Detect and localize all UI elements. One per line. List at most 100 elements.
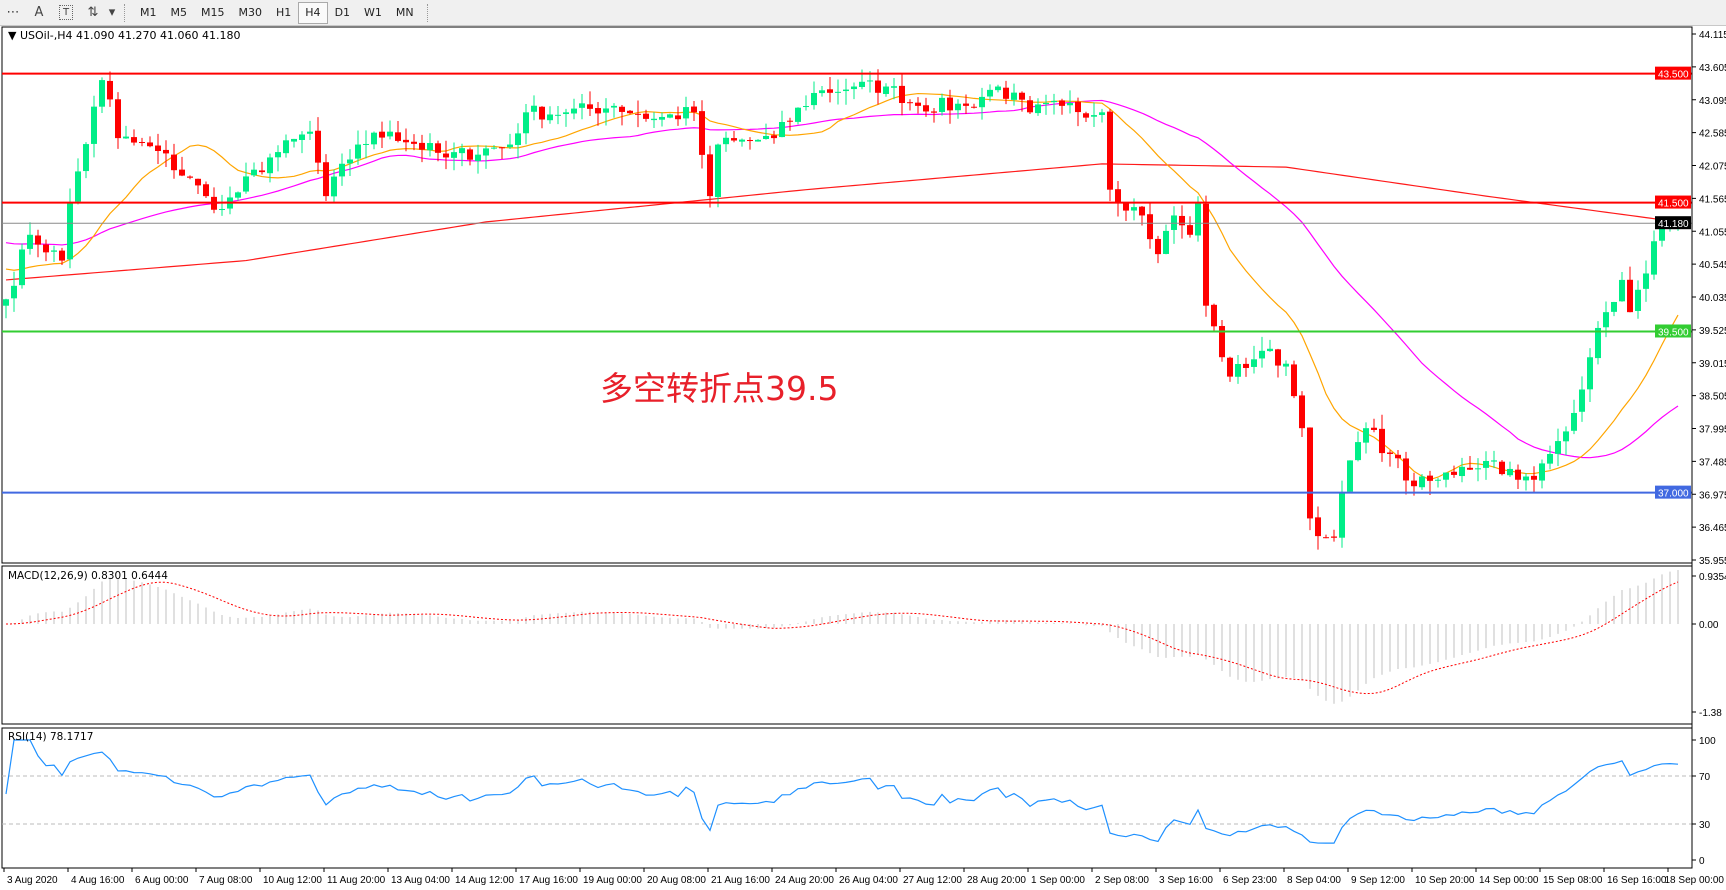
time-tick-label: 3 Sep 16:00 bbox=[1159, 875, 1213, 886]
candle-body bbox=[1379, 428, 1385, 454]
candle-body bbox=[1115, 189, 1121, 203]
candle-body bbox=[1187, 225, 1193, 235]
candle-body bbox=[787, 120, 793, 122]
level-price-badge bbox=[1655, 66, 1691, 80]
timeframe-m1[interactable]: M1 bbox=[140, 5, 157, 19]
candle-body bbox=[1251, 359, 1257, 367]
candle-body bbox=[1131, 207, 1137, 211]
candle-body bbox=[1491, 460, 1497, 462]
candle-body bbox=[1107, 111, 1113, 190]
candle-body bbox=[539, 106, 545, 120]
timeframe-m30[interactable]: M30 bbox=[238, 5, 263, 19]
time-tick-label: 10 Aug 12:00 bbox=[263, 875, 322, 886]
candle-body bbox=[1139, 206, 1145, 216]
time-tick-label: 2 Sep 08:00 bbox=[1095, 875, 1149, 886]
level-price-label: 37.000 bbox=[1658, 489, 1689, 500]
level-price-label: 41.500 bbox=[1658, 199, 1689, 210]
timeframe-mn[interactable]: MN bbox=[395, 5, 414, 19]
chevron-down-icon[interactable]: ▾ bbox=[108, 5, 116, 20]
candle-body bbox=[955, 103, 961, 111]
candle-body bbox=[603, 108, 609, 113]
price-tick-label: 42.075 bbox=[1699, 162, 1726, 173]
candle-body bbox=[939, 97, 945, 112]
candle-body bbox=[555, 114, 561, 116]
timeframe-h4[interactable]: H4 bbox=[298, 1, 328, 24]
candle-body bbox=[547, 114, 553, 121]
candle-body bbox=[1203, 203, 1209, 306]
candle-body bbox=[1371, 427, 1377, 430]
candle-body bbox=[691, 106, 697, 113]
candle-body bbox=[1235, 364, 1241, 377]
time-tick-label: 21 Aug 16:00 bbox=[711, 875, 770, 886]
candle-body bbox=[1219, 326, 1225, 358]
candle-body bbox=[891, 86, 897, 88]
timeframe-w1[interactable]: W1 bbox=[364, 5, 382, 19]
candle-body bbox=[259, 170, 265, 173]
arrows-icon[interactable]: ⇅ bbox=[87, 5, 99, 20]
candle-body bbox=[283, 140, 289, 154]
macd-tick-label: 0.9354 bbox=[1699, 572, 1726, 583]
candle-body bbox=[931, 111, 937, 113]
candle-body bbox=[1531, 475, 1537, 480]
candle-body bbox=[379, 131, 385, 138]
candle-body bbox=[395, 132, 401, 141]
symbol-ohlc-label[interactable]: ▼ USOil-,H4 41.090 41.270 41.060 41.180 bbox=[8, 29, 241, 42]
candle-body bbox=[315, 130, 321, 163]
candle-body bbox=[499, 147, 505, 149]
candle-body bbox=[299, 134, 305, 140]
candle-body bbox=[1587, 357, 1593, 390]
candle-body bbox=[1211, 304, 1217, 327]
rsi-panel-frame bbox=[1, 727, 1693, 869]
price-tick-label: 39.015 bbox=[1699, 359, 1726, 370]
candle-body bbox=[867, 80, 873, 82]
candle-body bbox=[1395, 454, 1401, 459]
timeframe-m5[interactable]: M5 bbox=[170, 5, 188, 19]
level-price-badge bbox=[1655, 195, 1691, 209]
candle-body bbox=[1635, 289, 1641, 311]
candle-body bbox=[475, 154, 481, 161]
price-tick-label: 43.605 bbox=[1699, 63, 1726, 74]
text-icon[interactable]: A bbox=[34, 5, 44, 20]
candle-body bbox=[923, 105, 929, 112]
text-label-icon[interactable]: T bbox=[59, 5, 73, 20]
candle-body bbox=[571, 108, 577, 114]
timeframe-d1[interactable]: D1 bbox=[334, 5, 351, 19]
candle-body bbox=[51, 250, 57, 252]
level-price-label: 43.500 bbox=[1658, 70, 1689, 81]
candle-body bbox=[1515, 469, 1521, 480]
ma-mid-line bbox=[5, 99, 1679, 459]
candle-body bbox=[331, 176, 337, 197]
macd-signal-line bbox=[5, 581, 1679, 695]
candle-body bbox=[27, 234, 33, 249]
candle-body bbox=[243, 176, 249, 192]
candle-body bbox=[467, 149, 473, 160]
candle-body bbox=[451, 152, 457, 158]
candle-body bbox=[1323, 537, 1329, 539]
candle-body bbox=[1275, 349, 1281, 366]
price-tick-label: 36.465 bbox=[1699, 523, 1726, 534]
time-tick-label: 27 Aug 12:00 bbox=[903, 875, 962, 886]
price-tick-label: 37.995 bbox=[1699, 425, 1726, 436]
candle-body bbox=[667, 114, 673, 118]
timeframe-h1[interactable]: H1 bbox=[276, 5, 292, 19]
rsi-tick-label: 70 bbox=[1699, 772, 1711, 783]
candle-body bbox=[11, 285, 17, 299]
candle-body bbox=[1435, 479, 1441, 481]
candle-body bbox=[627, 110, 633, 114]
candle-body bbox=[1091, 115, 1097, 117]
price-tick-label: 40.035 bbox=[1699, 293, 1726, 304]
candle-body bbox=[91, 106, 97, 144]
candle-body bbox=[739, 139, 745, 142]
candle-body bbox=[491, 147, 497, 149]
candle-body bbox=[1067, 102, 1073, 106]
candle-body bbox=[459, 148, 465, 154]
time-tick-label: 3 Aug 2020 bbox=[7, 875, 58, 886]
candle-body bbox=[899, 85, 905, 104]
timeframe-m15[interactable]: M15 bbox=[201, 5, 225, 19]
grid-icon[interactable]: ⋯ bbox=[6, 5, 20, 20]
candle-body bbox=[387, 131, 393, 137]
candle-body bbox=[1179, 215, 1185, 226]
candle-body bbox=[371, 132, 377, 145]
price-tick-label: 36.975 bbox=[1699, 490, 1726, 501]
